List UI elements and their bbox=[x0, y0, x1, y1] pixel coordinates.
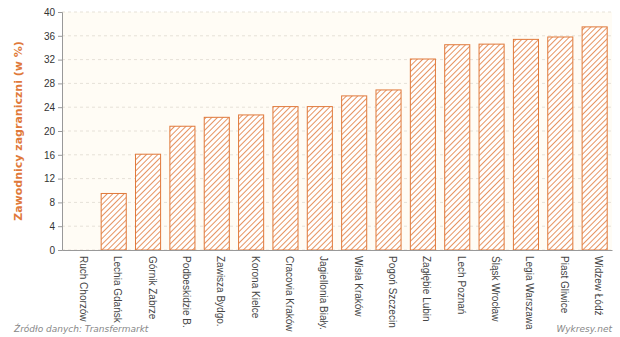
bar bbox=[513, 39, 538, 250]
x-tick-label: Śląsk Wrocław bbox=[490, 256, 502, 322]
x-tick-label: Korona Kielce bbox=[250, 256, 261, 319]
credit-note: Wykresy.net bbox=[556, 324, 612, 334]
x-tick: Jagiellonia Biały. bbox=[318, 250, 329, 330]
y-tick: 40 bbox=[44, 7, 62, 18]
x-tick-label: Widzew Łódź bbox=[593, 256, 604, 315]
x-tick-label: Górnik Zabrze bbox=[147, 256, 158, 320]
y-tick-mark bbox=[58, 179, 62, 180]
x-tick-label: Zagłębie Lubin bbox=[421, 256, 432, 322]
x-tick: Zagłębie Lubin bbox=[421, 250, 432, 322]
x-tick: Piast Gliwice bbox=[559, 250, 570, 314]
y-tick-mark bbox=[58, 226, 62, 227]
y-tick-label: 32 bbox=[44, 54, 56, 65]
y-tick: 0 bbox=[49, 245, 62, 256]
y-tick-mark bbox=[58, 155, 62, 156]
bar bbox=[67, 250, 92, 251]
x-tick-label: Legia Warszawa bbox=[524, 256, 535, 330]
bar bbox=[548, 37, 573, 250]
x-tick-label: Ruch Chorzów bbox=[78, 256, 89, 322]
y-tick-label: 0 bbox=[49, 245, 55, 256]
x-tick-label: Pogoń Szczecin bbox=[387, 256, 398, 328]
y-tick-label: 24 bbox=[44, 102, 56, 113]
source-note: Źródło danych: Transfermarkt bbox=[13, 323, 149, 334]
x-tick-label: Podbeskidzie B. bbox=[181, 256, 192, 328]
y-tick-label: 40 bbox=[44, 7, 56, 18]
y-tick-label: 20 bbox=[44, 126, 56, 137]
bar bbox=[582, 27, 607, 250]
x-tick-label: Piast Gliwice bbox=[559, 256, 570, 314]
x-tick-label: Zawisza Bydgo. bbox=[215, 256, 226, 327]
y-tick-label: 36 bbox=[44, 31, 56, 42]
y-tick-mark bbox=[58, 83, 62, 84]
x-tick: Zawisza Bydgo. bbox=[215, 250, 226, 327]
y-tick: 8 bbox=[49, 197, 62, 208]
y-tick: 24 bbox=[44, 102, 62, 113]
bar bbox=[376, 90, 401, 250]
x-tick: Lech Poznań bbox=[456, 250, 467, 314]
bar bbox=[273, 107, 298, 250]
y-tick: 16 bbox=[44, 150, 62, 161]
grid-line bbox=[62, 12, 612, 13]
x-tick: Górnik Zabrze bbox=[147, 250, 158, 320]
x-tick: Widzew Łódź bbox=[593, 250, 604, 315]
y-tick: 20 bbox=[44, 126, 62, 137]
bar bbox=[445, 45, 470, 250]
x-tick-label: Jagiellonia Biały. bbox=[318, 256, 329, 330]
y-tick-label: 16 bbox=[44, 150, 56, 161]
y-tick-mark bbox=[58, 36, 62, 37]
y-tick-mark bbox=[58, 12, 62, 13]
y-tick: 4 bbox=[49, 221, 62, 232]
y-tick-mark bbox=[58, 250, 62, 251]
y-axis: 0 4 8 12 16 20 24 28 32 36 40 bbox=[44, 7, 63, 256]
x-tick-label: Cracovia Kraków bbox=[284, 256, 295, 332]
bar bbox=[307, 107, 332, 250]
y-tick-mark bbox=[58, 131, 62, 132]
plot-background bbox=[62, 12, 612, 250]
y-axis-line bbox=[58, 13, 63, 251]
plot: 0 4 8 12 16 20 24 28 32 36 40 Ruch Chorzów Lechia Gd… bbox=[44, 7, 613, 333]
bar bbox=[342, 96, 367, 250]
x-tick: Podbeskidzie B. bbox=[181, 250, 192, 328]
x-tick-label: Lechia Gdańsk bbox=[112, 256, 123, 324]
bar bbox=[479, 44, 504, 250]
bar bbox=[410, 59, 435, 250]
x-tick: Wisła Kraków bbox=[353, 250, 364, 317]
x-tick: Korona Kielce bbox=[250, 250, 261, 319]
y-tick: 36 bbox=[44, 31, 62, 42]
grid bbox=[62, 12, 612, 250]
bar bbox=[239, 115, 264, 250]
y-tick: 28 bbox=[44, 78, 62, 89]
x-tick: Cracovia Kraków bbox=[284, 250, 295, 332]
bar bbox=[204, 117, 229, 250]
x-tick: Ruch Chorzów bbox=[78, 250, 89, 322]
y-tick: 32 bbox=[44, 54, 62, 65]
x-tick: Śląsk Wrocław bbox=[490, 250, 502, 322]
x-tick-label: Wisła Kraków bbox=[353, 256, 364, 317]
x-tick: Pogoń Szczecin bbox=[387, 250, 398, 328]
y-tick-mark bbox=[58, 202, 62, 203]
y-tick-mark bbox=[58, 60, 62, 61]
y-axis-title: Zawodnicy zagraniczni (w %) bbox=[12, 41, 25, 221]
y-tick-mark bbox=[58, 107, 62, 108]
x-axis-line bbox=[63, 250, 613, 251]
x-tick: Legia Warszawa bbox=[524, 250, 535, 330]
y-tick: 12 bbox=[44, 173, 62, 184]
bar bbox=[170, 126, 195, 250]
x-axis: Ruch Chorzów Lechia Gdańsk Górnik Zabrze Po… bbox=[63, 250, 613, 332]
x-tick: Lechia Gdańsk bbox=[112, 250, 123, 324]
x-tick-label: Lech Poznań bbox=[456, 256, 467, 314]
bar bbox=[136, 154, 161, 250]
y-tick-label: 4 bbox=[49, 221, 55, 232]
y-tick-label: 12 bbox=[44, 173, 56, 184]
y-tick-label: 8 bbox=[49, 197, 55, 208]
bar bbox=[101, 193, 126, 250]
grid-line bbox=[62, 35, 612, 36]
bars bbox=[101, 27, 607, 250]
y-tick-label: 28 bbox=[44, 78, 56, 89]
chart: 0 4 8 12 16 20 24 28 32 36 40 Ruch Chorzów Lechia Gd… bbox=[0, 0, 620, 337]
